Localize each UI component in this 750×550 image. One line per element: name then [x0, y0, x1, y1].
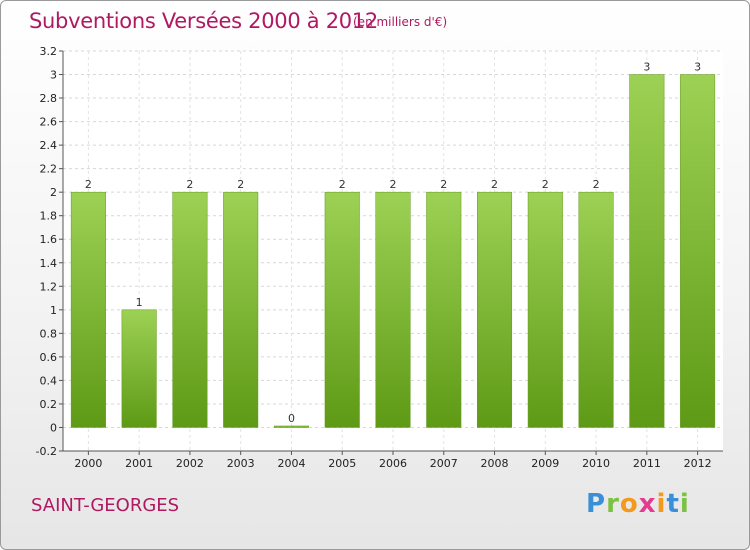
x-tick-label-2010: 2010: [582, 457, 610, 470]
y-tick-label: 1.2: [40, 280, 58, 293]
y-tick-label: 2.6: [40, 116, 58, 129]
data-label-2004: 0: [288, 412, 295, 425]
x-tick-label-2012: 2012: [684, 457, 712, 470]
y-tick-label: 2.2: [40, 163, 58, 176]
bar-2002: [172, 191, 208, 428]
data-label-2012: 3: [694, 61, 701, 74]
y-tick-label: 3.2: [40, 45, 58, 58]
y-tick-label: 2.8: [40, 92, 58, 105]
logo-letter: x: [638, 489, 657, 519]
chart-title: Subventions Versées 2000 à 2012: [29, 9, 378, 33]
y-tick-label: 0.8: [40, 327, 58, 340]
x-tick-label-2004: 2004: [277, 457, 305, 470]
bar-2008: [477, 191, 513, 428]
bar-2006: [375, 191, 411, 428]
data-label-2001: 1: [136, 296, 143, 309]
bar-2000: [70, 191, 106, 428]
bar-2011: [629, 74, 665, 428]
data-label-2005: 2: [339, 178, 346, 191]
logo-letter: i: [656, 489, 667, 519]
x-tick-label-2001: 2001: [125, 457, 153, 470]
x-tick-label-2006: 2006: [379, 457, 407, 470]
bar-2012: [680, 74, 716, 428]
y-tick-label: 1.6: [40, 233, 58, 246]
data-label-2011: 3: [643, 61, 650, 74]
y-tick-label: 0.2: [40, 398, 58, 411]
y-tick-label: 2.4: [40, 139, 58, 152]
x-tick-label-2005: 2005: [328, 457, 356, 470]
y-tick-label: 0.6: [40, 351, 58, 364]
bar-2005: [324, 191, 360, 428]
y-tick-label: 0.4: [40, 374, 58, 387]
place-name: SAINT-GEORGES: [31, 495, 180, 516]
y-tick-label: 1.4: [40, 257, 58, 270]
chart-subtitle: (en milliers d'€): [353, 15, 448, 29]
proxiti-logo: Proxiti: [586, 489, 690, 519]
bar-2007: [426, 191, 462, 428]
data-label-2010: 2: [593, 178, 600, 191]
y-tick-label: 3: [50, 69, 57, 82]
logo-letter: P: [586, 489, 607, 519]
x-tick-label-2008: 2008: [481, 457, 509, 470]
data-label-2009: 2: [542, 178, 549, 191]
logo-letter: o: [619, 489, 639, 519]
data-label-2006: 2: [390, 178, 397, 191]
data-label-2003: 2: [237, 178, 244, 191]
bar-2010: [578, 191, 614, 428]
bar-2009: [527, 191, 563, 428]
bar-2003: [223, 191, 259, 428]
logo-letter: r: [606, 489, 620, 519]
x-tick-label-2002: 2002: [176, 457, 204, 470]
y-tick-label: 0: [50, 421, 57, 434]
bar-2004: [273, 425, 309, 428]
logo-letter: t: [666, 489, 680, 519]
x-tick-label-2003: 2003: [227, 457, 255, 470]
x-tick-label-2007: 2007: [430, 457, 458, 470]
data-label-2000: 2: [85, 178, 92, 191]
x-tick-label-2000: 2000: [74, 457, 102, 470]
data-label-2002: 2: [186, 178, 193, 191]
logo-letter: i: [679, 489, 690, 519]
y-tick-label: -0.2: [36, 445, 57, 458]
x-tick-label-2011: 2011: [633, 457, 661, 470]
x-tick-label-2009: 2009: [531, 457, 559, 470]
y-tick-label: 2: [50, 186, 57, 199]
data-label-2007: 2: [440, 178, 447, 191]
data-label-2008: 2: [491, 178, 498, 191]
bar-2001: [121, 309, 157, 428]
y-tick-label: 1: [50, 304, 57, 317]
y-tick-label: 1.8: [40, 210, 58, 223]
